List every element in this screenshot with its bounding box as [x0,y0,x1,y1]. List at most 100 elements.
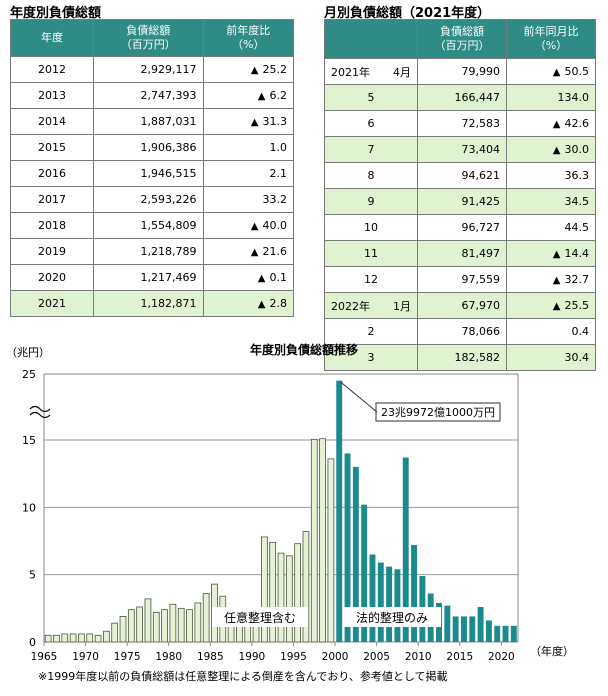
header-change: 前年度比 （%） [202,19,294,57]
bar [302,531,310,643]
month-label: 8 [367,169,375,182]
table-row: 2015 1,906,386 1.0 [10,134,294,161]
month-label: 9 [367,195,375,208]
debt-cell: 79,990 [417,58,507,85]
debt-trend-chart: 年度別負債総額推移 （兆円） 0 5 10 15 25 1965 1970 1975 1980 198… [6,342,574,683]
change-value: 30.4 [564,351,590,364]
year-cell: 2013 [10,82,94,109]
month-cell: 7 [324,136,418,163]
change-cell: 30.4 [506,344,596,371]
debt-cell: 73,404 [417,136,507,163]
x-tick-label: 2010 [405,651,432,663]
month-label: 5 [367,91,375,104]
peak-annotation-box [375,402,501,422]
decrease-marker: ▲ [250,221,259,232]
change-cell: ▲ 25.5 [506,292,596,319]
bar [394,569,401,642]
bar [86,633,94,643]
change-cell: 44.5 [506,214,596,241]
debt-cell: 81,497 [417,240,507,267]
debt-cell: 1,182,871 [93,290,204,317]
x-tick-label: 1975 [114,651,141,663]
table-row: 2014 1,887,031 ▲ 31.3 [10,108,294,135]
table-row: 2018 1,554,809 ▲ 40.0 [10,212,294,239]
month-cell: 3 [324,344,418,371]
year-cell: 2012 [10,56,94,83]
table-row: 2021年 4月 79,990 ▲ 50.5 [324,58,596,85]
debt-cell: 2,929,117 [93,56,204,83]
peak-annotation: 23兆9972億1000万円 [381,406,495,419]
change-value: 2.8 [269,297,288,310]
bar [386,566,393,642]
bar [53,634,60,643]
change-value: 40.0 [262,219,288,232]
monthly-debt-table: 負債総額 （百万円） 前年同月比 （%） 2021年 4月 79,990 ▲ 50.5 5 166,… [324,19,596,371]
change-value: 30.0 [564,143,590,156]
bar [103,630,110,643]
y-axis-unit: （兆円） [6,346,50,359]
x-tick-label: 1985 [197,651,224,663]
year-cell: 2015 [10,134,94,161]
bar [69,633,77,643]
change-cell: 33.2 [202,186,294,213]
table-row: 10 96,727 44.5 [324,214,596,241]
series-label-bg [212,607,308,627]
debt-cell: 67,970 [417,292,507,319]
month-label: 12 [364,273,378,286]
year-cell: 2016 [10,160,94,187]
decrease-marker: ▲ [250,65,259,76]
month-cell: 8 [324,162,418,189]
decrease-marker: ▲ [552,145,561,156]
bar [261,536,268,643]
month-cell: 6 [324,110,418,137]
bar [177,607,185,643]
month-cell: 2022年 1月 [324,292,418,319]
annual-header-row: 年度 負債総額 （百万円） 前年度比 （%） [10,19,294,57]
change-value: 42.6 [564,117,590,130]
table-row: 2013 2,747,393 ▲ 6.2 [10,82,294,109]
bar [402,457,409,642]
debt-cell: 166,447 [417,84,507,111]
change-value: 25.2 [262,63,288,76]
bar [269,541,277,643]
table-row: 2 78,066 0.4 [324,318,596,345]
change-cell: ▲ 40.0 [202,212,294,239]
debt-cell: 2,747,393 [93,82,204,109]
bar [111,622,119,643]
bar [344,453,351,642]
month-label: 4月 [393,65,411,79]
month-label: 11 [364,247,378,260]
decrease-marker: ▲ [552,301,561,312]
bar [460,616,467,642]
change-value: 44.5 [564,221,590,234]
change-cell: ▲ 50.5 [506,58,596,85]
axis-break-icon [29,405,51,419]
debt-cell: 78,066 [417,318,507,345]
table-row: 12 97,559 ▲ 32.7 [324,266,596,293]
debt-cell: 96,727 [417,214,507,241]
debt-cell: 182,582 [417,344,507,371]
x-tick-label: 2000 [322,651,349,663]
x-tick-label: 1980 [155,651,182,663]
bar [310,438,318,643]
bar [352,466,359,642]
bar [477,606,484,642]
bar [285,555,293,643]
table-row: 9 91,425 34.5 [324,188,596,215]
bar [469,616,476,642]
x-tick-label: 1995 [280,651,307,663]
header-change: 前年同月比 （%） [506,19,596,59]
bar [144,598,152,643]
month-cell: 2021年 4月 [324,58,418,85]
decrease-marker: ▲ [257,273,266,284]
bar [327,458,335,643]
bar [244,624,252,643]
bar [152,611,160,643]
debt-cell: 1,906,386 [93,134,204,161]
header-debt: 負債総額 （百万円） [93,19,204,57]
header-year: 年度 [10,19,94,57]
bar [411,545,418,642]
decrease-marker: ▲ [250,247,259,258]
change-cell: ▲ 30.0 [506,136,596,163]
year-cell: 2021 [10,290,94,317]
